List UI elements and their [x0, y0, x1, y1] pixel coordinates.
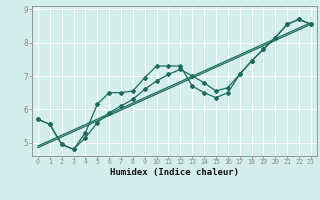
- X-axis label: Humidex (Indice chaleur): Humidex (Indice chaleur): [110, 168, 239, 177]
